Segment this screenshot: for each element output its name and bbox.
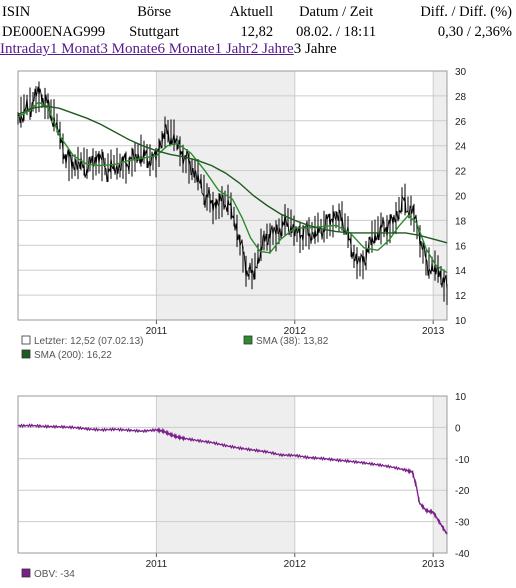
obv-band-2013 (433, 396, 447, 553)
timeframe-tabs: Intraday1 Monat3 Monate6 Monate1 Jahr2 J… (0, 41, 337, 58)
price-y-tick-label: 12 (455, 291, 467, 302)
price-y-tick-label: 28 (455, 92, 467, 103)
isin-value: DE000ENAG999 (2, 23, 106, 40)
obv-series-obv (17, 423, 448, 535)
price-y-tick-label: 22 (455, 167, 467, 178)
isin-header: ISIN (2, 3, 31, 20)
price-legend-label: Letzter: 12,52 (07.02.13) (34, 336, 144, 347)
tab-intraday[interactable]: Intraday (0, 41, 50, 57)
datetime-value: 08.02. / 18:11 (296, 23, 377, 40)
price-y-tick-label: 10 (455, 316, 467, 327)
obv-chart: -40 -30 -20 -10 0 10 2011 2012 2013 OBV: -34 (17, 392, 470, 580)
price-y-tick-label: 30 (455, 67, 467, 78)
tab-1-monat[interactable]: 1 Monat (49, 41, 101, 57)
price-y-tick-label: 18 (455, 216, 467, 227)
price-y-tick-label: 26 (455, 117, 467, 128)
obv-y-tick-label: -40 (455, 549, 470, 560)
obv-y-tick-label: -10 (455, 455, 470, 466)
obv-x-tick-label: 2011 (146, 559, 168, 570)
obv-x-tick-label: 2012 (284, 559, 307, 570)
tab-3-monate[interactable]: 3 Monate (100, 41, 158, 57)
tab-1-jahr[interactable]: 1 Jahr (214, 41, 251, 57)
price-x-tick-label: 2011 (146, 326, 168, 337)
obv-x-tick-label: 2013 (422, 559, 445, 570)
tab-2-jahre[interactable]: 2 Jahre (250, 41, 294, 57)
obv-y-tick-label: 10 (455, 392, 467, 403)
obv-legend-swatch (21, 568, 31, 578)
diff-value: 0,30 / 2,36% (437, 23, 512, 40)
current-header: Aktuell (229, 3, 274, 20)
price-y-tick-label: 24 (455, 142, 467, 153)
price-legend-swatch (21, 349, 31, 359)
obv-band-2011 (156, 396, 295, 553)
diff-header: Diff. / Diff. (%) (420, 3, 512, 20)
obv-plot-frame (17, 395, 448, 554)
price-y-tick-label: 14 (455, 266, 467, 277)
tab-3-jahre: 3 Jahre (293, 41, 337, 57)
obv-y-tick-label: -30 (455, 518, 470, 529)
price-legend-label: SMA (38): 13,82 (256, 336, 329, 347)
price-legend-swatch (243, 335, 253, 345)
current-value: 12,82 (240, 23, 274, 40)
obv-legend-label: OBV: -34 (34, 569, 75, 580)
quote-table: ISIN Börse Aktuell Datum / Zeit Diff. / … (0, 2, 514, 42)
price-chart: 10 12 14 16 18 20 22 24 26 28 30 2011 2012 2013 Letzte… (17, 67, 467, 361)
quote-value-row: DE000ENAG999 Stuttgart 12,82 08.02. / 18… (0, 22, 514, 42)
exchange-header: Börse (137, 3, 172, 20)
price-legend-swatch (21, 335, 31, 345)
quote-header-row: ISIN Börse Aktuell Datum / Zeit Diff. / … (0, 2, 514, 22)
datetime-header: Datum / Zeit (299, 3, 374, 20)
tab-6-monate[interactable]: 6 Monate (157, 41, 215, 57)
price-y-tick-label: 16 (455, 241, 467, 252)
exchange-value: Stuttgart (129, 23, 180, 40)
price-x-tick-label: 2013 (422, 326, 445, 337)
price-x-tick-label: 2012 (284, 326, 307, 337)
price-series-sma200 (17, 105, 448, 244)
obv-y-tick-label: 0 (455, 423, 461, 434)
obv-y-tick-label: -20 (455, 486, 470, 497)
price-series-sma38 (17, 101, 448, 274)
price-legend-label: SMA (200): 16,22 (34, 350, 112, 361)
price-y-tick-label: 20 (455, 192, 467, 203)
price-plot-frame (17, 70, 448, 321)
